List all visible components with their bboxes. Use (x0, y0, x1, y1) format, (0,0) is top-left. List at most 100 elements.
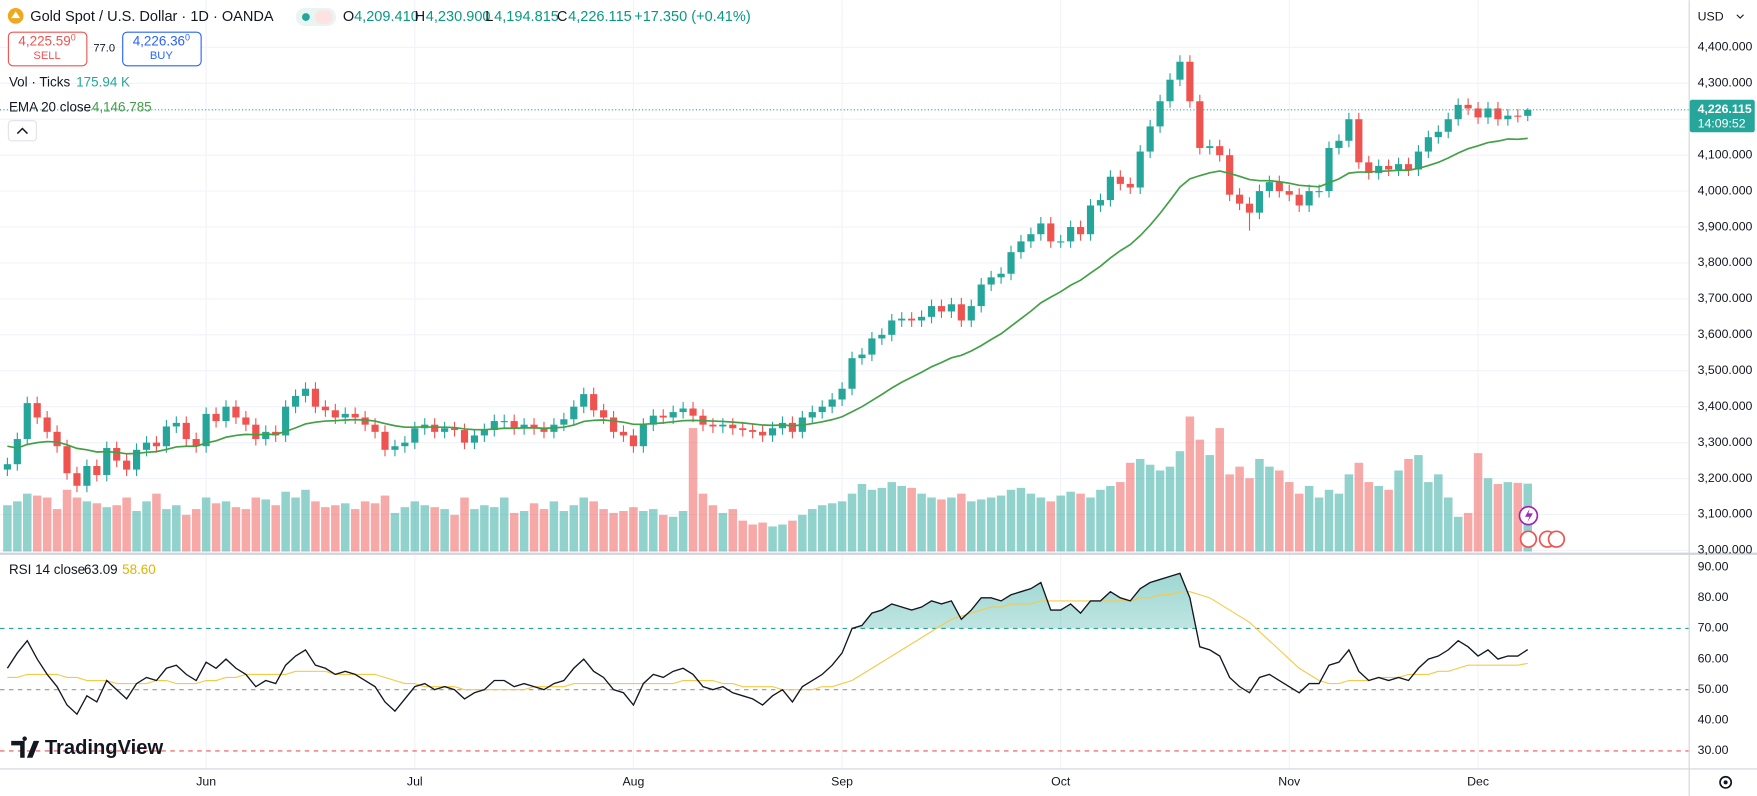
candle-body (808, 412, 816, 418)
candle-body (192, 439, 200, 447)
candle-body (1275, 182, 1283, 192)
volume-bar (1175, 451, 1185, 552)
candle-body (739, 428, 747, 431)
candle-body (361, 417, 369, 425)
volume-bar (331, 505, 340, 552)
candle-body (93, 465, 101, 475)
volume-bar (519, 511, 529, 552)
x-tick-label: Aug (622, 775, 644, 789)
candle-body (1454, 104, 1462, 120)
candle-body (431, 424, 439, 432)
volume-bar (897, 485, 906, 552)
volume-bar (450, 514, 459, 552)
volume-bar (301, 489, 310, 552)
candle-body (43, 417, 51, 432)
candle-body (1235, 194, 1244, 204)
candle-body (967, 306, 975, 321)
candle-body (1186, 61, 1194, 102)
y-tick-label: 4,000.000 (1698, 183, 1753, 197)
volume-legend[interactable]: Vol · Ticks (9, 75, 71, 90)
candle-body (152, 442, 161, 447)
settings-button[interactable] (1719, 775, 1733, 789)
candle-body (1385, 165, 1393, 170)
volume-bar (490, 507, 499, 552)
volume-bar (132, 511, 141, 552)
candle-body (1315, 191, 1323, 193)
volume-bar (549, 501, 559, 552)
candle-body (1305, 191, 1313, 206)
volume-bar (112, 505, 121, 552)
candle-body (1206, 146, 1214, 148)
y-tick-label: 3,800.000 (1698, 255, 1753, 269)
candle-body (709, 424, 717, 427)
candle-body (123, 460, 131, 470)
candle-body (1365, 162, 1373, 174)
volume-bar (986, 497, 996, 552)
volume-bar (1235, 466, 1244, 552)
volume-bar (1314, 497, 1324, 552)
candle-body (977, 284, 985, 307)
candle-body (311, 388, 320, 407)
sell-price: 4,225.590 (18, 33, 75, 49)
economic-event[interactable] (1547, 530, 1566, 548)
candle-body (957, 304, 965, 321)
volume-bar (1016, 487, 1026, 552)
volume-bar (1344, 474, 1354, 552)
volume-bar (410, 501, 420, 552)
y-tick-label: 3,300.000 (1698, 435, 1753, 449)
candle-body (1464, 104, 1472, 109)
economic-event[interactable] (1519, 530, 1538, 548)
candle-body (858, 354, 866, 359)
buy-price: 4,226.360 (133, 33, 190, 49)
candle-body (142, 442, 151, 450)
rsi-ma-line (7, 591, 1528, 691)
volume-bar (1185, 416, 1195, 552)
candle-body (1414, 151, 1423, 170)
candle-body (868, 338, 876, 355)
volume-bar (82, 501, 92, 552)
volume-bar (907, 487, 916, 552)
symbol-title[interactable]: Gold Spot / U.S. Dollar · 1D · OANDA (30, 9, 274, 25)
volume-bar (629, 507, 638, 552)
candle-body (689, 408, 697, 416)
volume-bar (1414, 455, 1423, 552)
volume-bar (321, 507, 330, 552)
volume-bar (1155, 470, 1165, 552)
currency-selector[interactable]: USD (1698, 9, 1724, 23)
volume-bar (768, 526, 777, 552)
x-tick-label: Dec (1467, 775, 1489, 789)
volume-bar (390, 512, 400, 552)
volume-bar (62, 489, 72, 552)
collapse-button[interactable] (7, 120, 37, 142)
y-tick-label: 4,100.000 (1698, 147, 1753, 161)
y-tick-label: 3,500.000 (1698, 363, 1753, 377)
candle-body (33, 403, 41, 418)
y-tick-label: 3,200.000 (1698, 471, 1753, 485)
volume-bar (1374, 485, 1383, 552)
ohlc-label: O (343, 9, 354, 25)
volume-bar (698, 493, 708, 552)
rsi-legend[interactable]: RSI 14 close (9, 562, 85, 577)
y-tick-label: 4,400.000 (1698, 40, 1753, 54)
candle-body (530, 424, 538, 429)
sell-button[interactable] (7, 31, 88, 67)
candle-body (1424, 137, 1432, 152)
volume-bar (619, 511, 628, 552)
candle-body (480, 430, 488, 436)
candle-body (878, 334, 886, 339)
volume-bar (1255, 458, 1264, 552)
rsi-layer (0, 572, 1689, 752)
candle-body (768, 428, 777, 436)
candle-body (3, 464, 11, 470)
logo-text[interactable]: TradingView (45, 737, 164, 759)
candle-body (113, 448, 121, 461)
candle-body (888, 320, 896, 335)
ema-legend[interactable]: EMA 20 close (9, 99, 91, 114)
candle-body (659, 415, 667, 418)
candle-body (669, 412, 677, 418)
candle-body (83, 465, 91, 486)
change-value: +17.350 (+0.41%) (634, 9, 750, 25)
volume-bar (291, 497, 300, 552)
buy-button[interactable] (122, 31, 202, 67)
ohlc-value: 4,230.900 (426, 9, 491, 25)
